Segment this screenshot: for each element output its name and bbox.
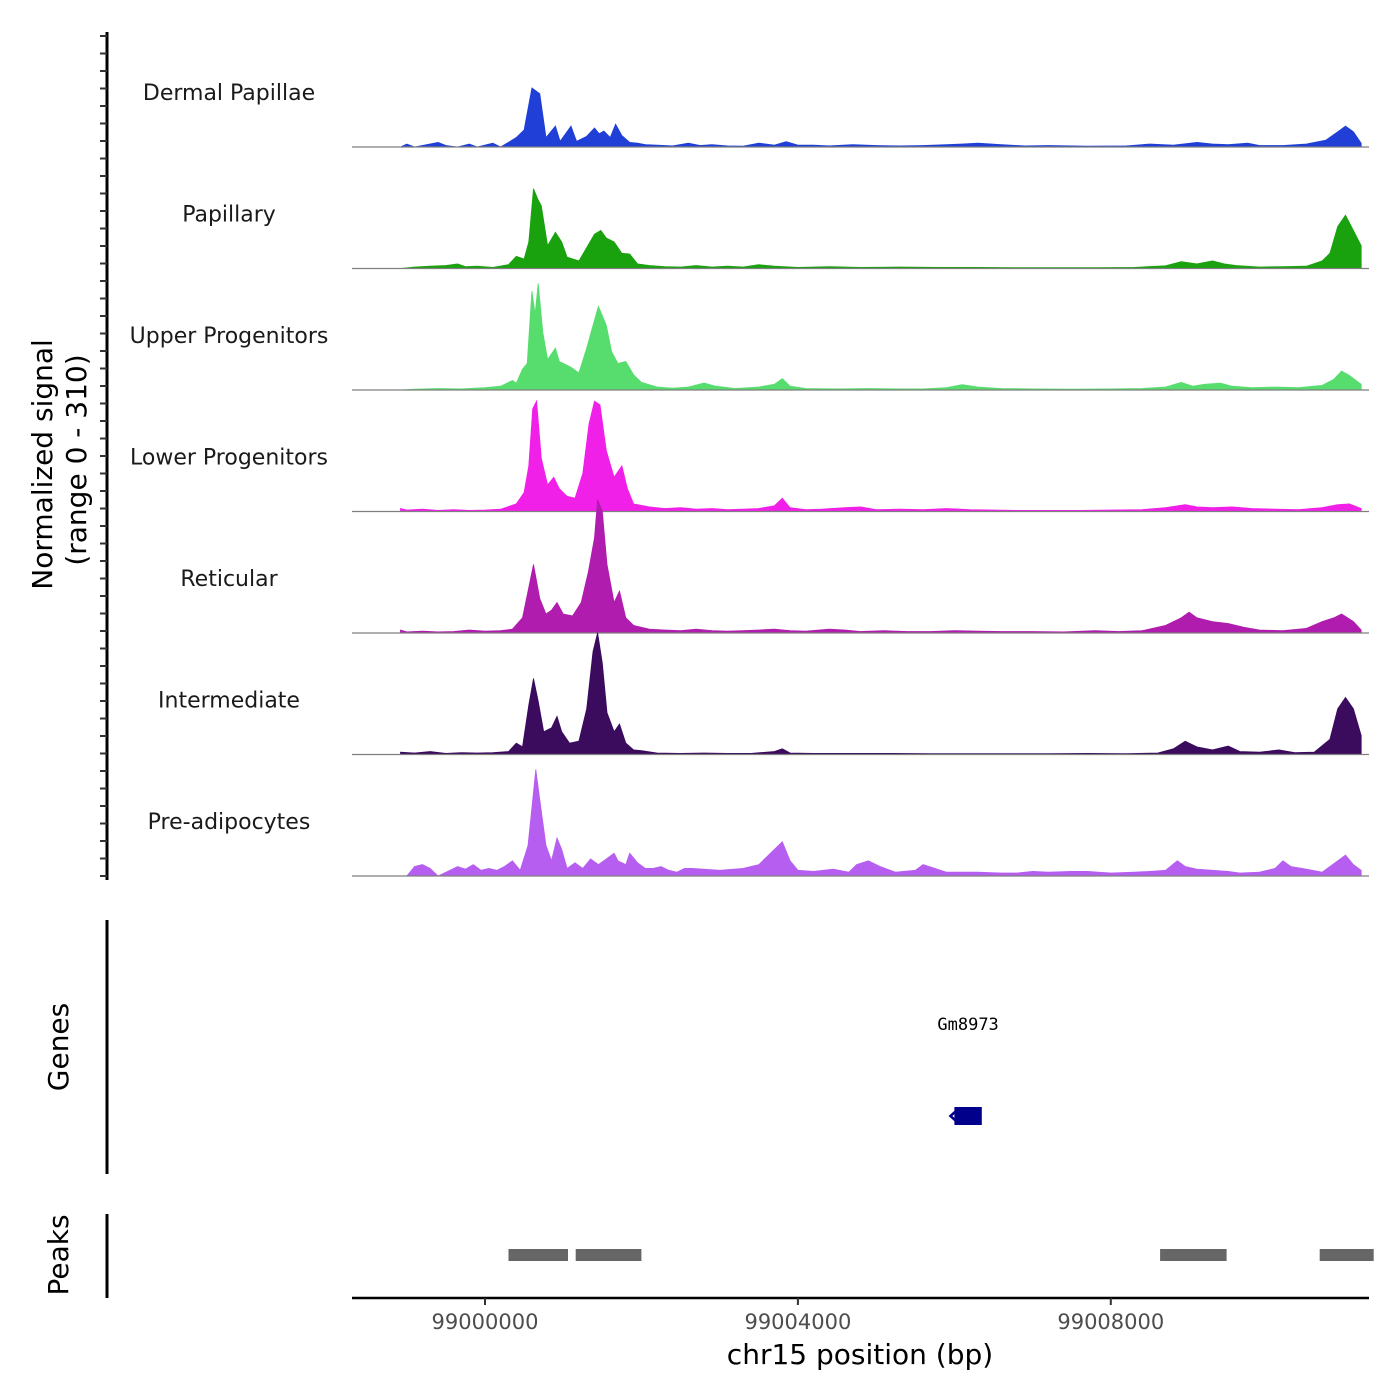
signal-area-lower-progenitors — [400, 399, 1362, 512]
signal-area-pre-adipocytes — [405, 769, 1362, 877]
x-tick-label: 99000000 — [432, 1310, 539, 1334]
genes-track-label: Genes — [42, 1003, 75, 1091]
track-label-dermal-papillae: Dermal Papillae — [143, 81, 315, 106]
track-label-intermediate: Intermediate — [158, 689, 300, 714]
gene-strand-arrow-icon — [948, 1108, 960, 1124]
y-axis-title-line1: Normalized signal — [26, 339, 59, 590]
track-label-upper-progenitors: Upper Progenitors — [130, 324, 329, 349]
peak-region — [575, 1249, 642, 1261]
x-axis-title: chr15 position (bp) — [727, 1338, 993, 1371]
x-axis-ticks: 99000000 99004000 99008000 — [432, 1298, 1164, 1334]
gene-exon — [954, 1107, 982, 1125]
track-dermal-papillae: Dermal Papillae — [143, 81, 1369, 148]
gene-annotations: Gm8973 — [937, 1015, 999, 1125]
track-papillary: Papillary — [182, 188, 1369, 270]
peak-region — [1160, 1249, 1227, 1261]
track-lower-progenitors: Lower Progenitors — [130, 399, 1369, 513]
track-pre-adipocytes: Pre-adipocytes — [148, 769, 1369, 877]
coverage-tracks: Dermal Papillae Papillary Upper Progenitor… — [130, 81, 1369, 877]
x-tick-label: 99004000 — [744, 1310, 851, 1334]
signal-area-papillary — [400, 188, 1362, 269]
y-axis-title-line2: (range 0 - 310) — [60, 354, 93, 565]
gene-gm8973: Gm8973 — [937, 1015, 999, 1125]
signal-area-dermal-papillae — [400, 87, 1362, 148]
peak-annotations — [508, 1249, 1374, 1261]
track-intermediate: Intermediate — [158, 632, 1369, 756]
track-label-lower-progenitors: Lower Progenitors — [130, 446, 328, 471]
signal-area-intermediate — [400, 632, 1362, 755]
track-upper-progenitors: Upper Progenitors — [130, 283, 1369, 391]
peaks-track-label: Peaks — [42, 1214, 75, 1295]
x-tick-label: 99008000 — [1057, 1310, 1164, 1334]
y-axis-title: Normalized signal (range 0 - 310) — [26, 330, 93, 589]
coverage-y-axis — [100, 32, 109, 880]
signal-area-reticular — [400, 499, 1362, 634]
peak-region — [1319, 1249, 1374, 1261]
track-label-papillary: Papillary — [182, 203, 276, 228]
gene-label: Gm8973 — [937, 1015, 998, 1035]
track-label-reticular: Reticular — [180, 567, 278, 592]
peak-region — [508, 1249, 568, 1261]
track-label-pre-adipocytes: Pre-adipocytes — [148, 810, 311, 835]
signal-area-upper-progenitors — [400, 283, 1362, 391]
track-reticular: Reticular — [180, 499, 1369, 634]
